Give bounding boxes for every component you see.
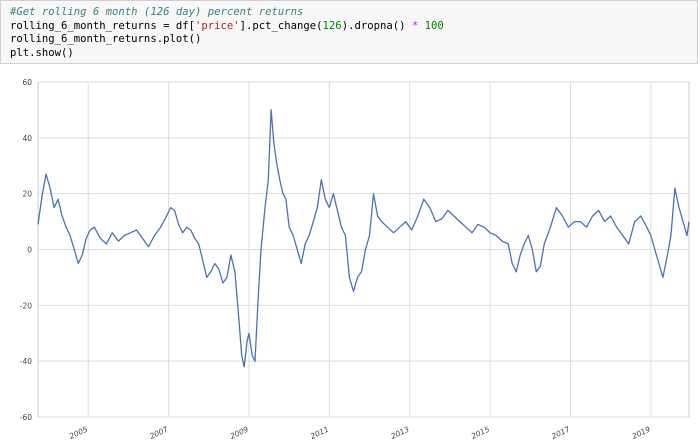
code-editor[interactable]: #Get rolling 6 month (126 day) percent r… xyxy=(10,6,444,60)
code-number: 100 xyxy=(424,19,444,32)
code-string: 'price' xyxy=(194,19,240,32)
x-tick-label: 2013 xyxy=(389,425,410,441)
y-tick-label: 20 xyxy=(22,190,32,199)
y-tick-label: -40 xyxy=(20,357,32,366)
code-operator: * xyxy=(411,19,419,32)
x-tick-label: 2019 xyxy=(631,425,652,441)
series-line xyxy=(37,109,690,368)
y-tick-label: 60 xyxy=(22,78,32,87)
y-tick-label: -20 xyxy=(20,301,32,310)
x-tick-label: 2005 xyxy=(68,425,89,441)
y-tick-label: 40 xyxy=(22,134,32,143)
grid xyxy=(38,81,689,418)
y-tick-label: -60 xyxy=(20,413,32,422)
code-line-4: plt.show() xyxy=(10,46,74,59)
line-chart: -60 -40 -20 0 20 40 60 2005 2007 2009 2011 2013 201… xyxy=(20,78,690,441)
code-token: ).dropna() xyxy=(341,19,412,32)
x-tick-label: 2015 xyxy=(470,425,491,441)
y-tick-label: 0 xyxy=(27,246,32,255)
code-token: ].pct_change( xyxy=(239,19,323,32)
code-line-3: rolling_6_month_returns.plot() xyxy=(10,33,202,45)
code-number: 126 xyxy=(322,19,342,32)
code-cell[interactable]: #Get rolling 6 month (126 day) percent r… xyxy=(0,0,698,64)
x-tick-label: 2011 xyxy=(309,425,330,441)
code-token: rolling_6_month_returns = df[ xyxy=(10,19,195,32)
x-tick-label: 2017 xyxy=(550,425,571,441)
x-axis: 2005 2007 2009 2011 2013 2015 2017 2019 xyxy=(68,425,652,441)
y-axis: -60 -40 -20 0 20 40 60 xyxy=(20,78,32,422)
x-tick-label: 2007 xyxy=(148,425,169,441)
code-comment: #Get rolling 6 month (126 day) percent r… xyxy=(10,6,304,18)
x-tick-label: 2009 xyxy=(229,425,250,441)
code-line-2: rolling_6_month_returns = df['price'].pc… xyxy=(10,20,444,34)
series-group xyxy=(37,109,690,368)
code-line-1: #Get rolling 6 month (126 day) percent r… xyxy=(10,6,444,20)
